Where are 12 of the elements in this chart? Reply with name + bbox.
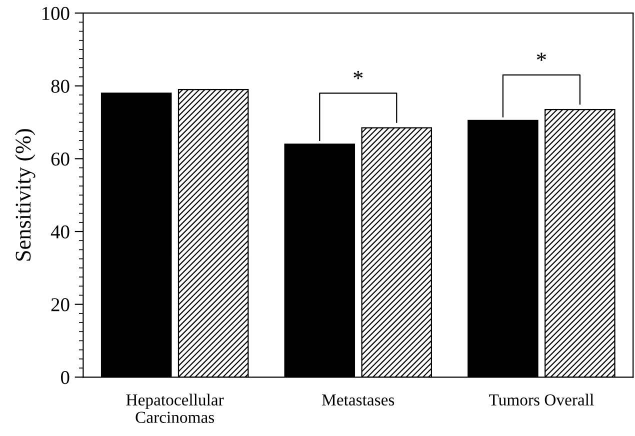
y-axis-title: Sensitivity (%) [15, 129, 36, 261]
annotation: * [354, 70, 363, 80]
y-tick-label: 40 [50, 225, 70, 238]
x-tick-label: Hepatocellular Carcinomas [126, 394, 224, 423]
y-tick-label: 20 [51, 298, 70, 312]
x-tick-label: Metastases [322, 394, 394, 406]
y-tick-label: 0 [61, 370, 70, 384]
annotation: * [536, 52, 546, 61]
y-tick-label: 80 [51, 80, 70, 93]
x-tick-label: Tumors Overall [489, 394, 594, 406]
y-tick-label: 100 [42, 6, 70, 20]
y-tick-label: 60 [51, 152, 70, 166]
